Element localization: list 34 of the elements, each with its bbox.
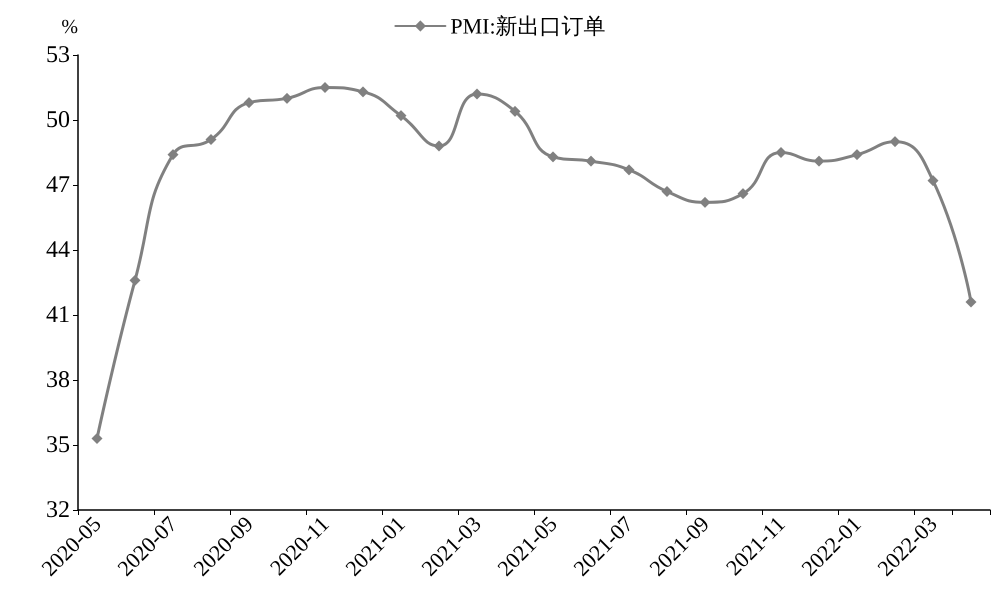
point [548, 151, 558, 162]
point [358, 86, 368, 98]
point [776, 147, 786, 158]
point [624, 164, 634, 176]
point [738, 188, 748, 200]
point [396, 110, 406, 122]
y-tick-label: 35 [46, 432, 70, 458]
point [282, 92, 292, 104]
y-tick-label: 41 [46, 302, 70, 328]
point [890, 136, 900, 148]
point [928, 175, 938, 186]
point [434, 140, 444, 152]
y-tick-label: 47 [46, 172, 70, 198]
y-axis-title: % [61, 16, 78, 38]
point [814, 156, 824, 167]
point [966, 296, 976, 308]
point [320, 82, 330, 93]
y-tick-label: 53 [46, 42, 70, 68]
point [130, 274, 140, 286]
point [586, 156, 596, 167]
point [852, 149, 862, 160]
point [168, 149, 178, 160]
y-tick-label: 44 [46, 237, 70, 263]
point [510, 106, 520, 117]
legend-label: PMI:新出口订单 [450, 14, 606, 38]
y-tick-label: 38 [46, 367, 70, 393]
y-tick-label: 50 [46, 107, 70, 133]
point [206, 134, 216, 145]
point [472, 88, 482, 100]
point [662, 186, 672, 197]
point [700, 196, 710, 208]
point [244, 97, 254, 108]
y-tick-label: 32 [46, 497, 70, 523]
point [92, 433, 102, 444]
